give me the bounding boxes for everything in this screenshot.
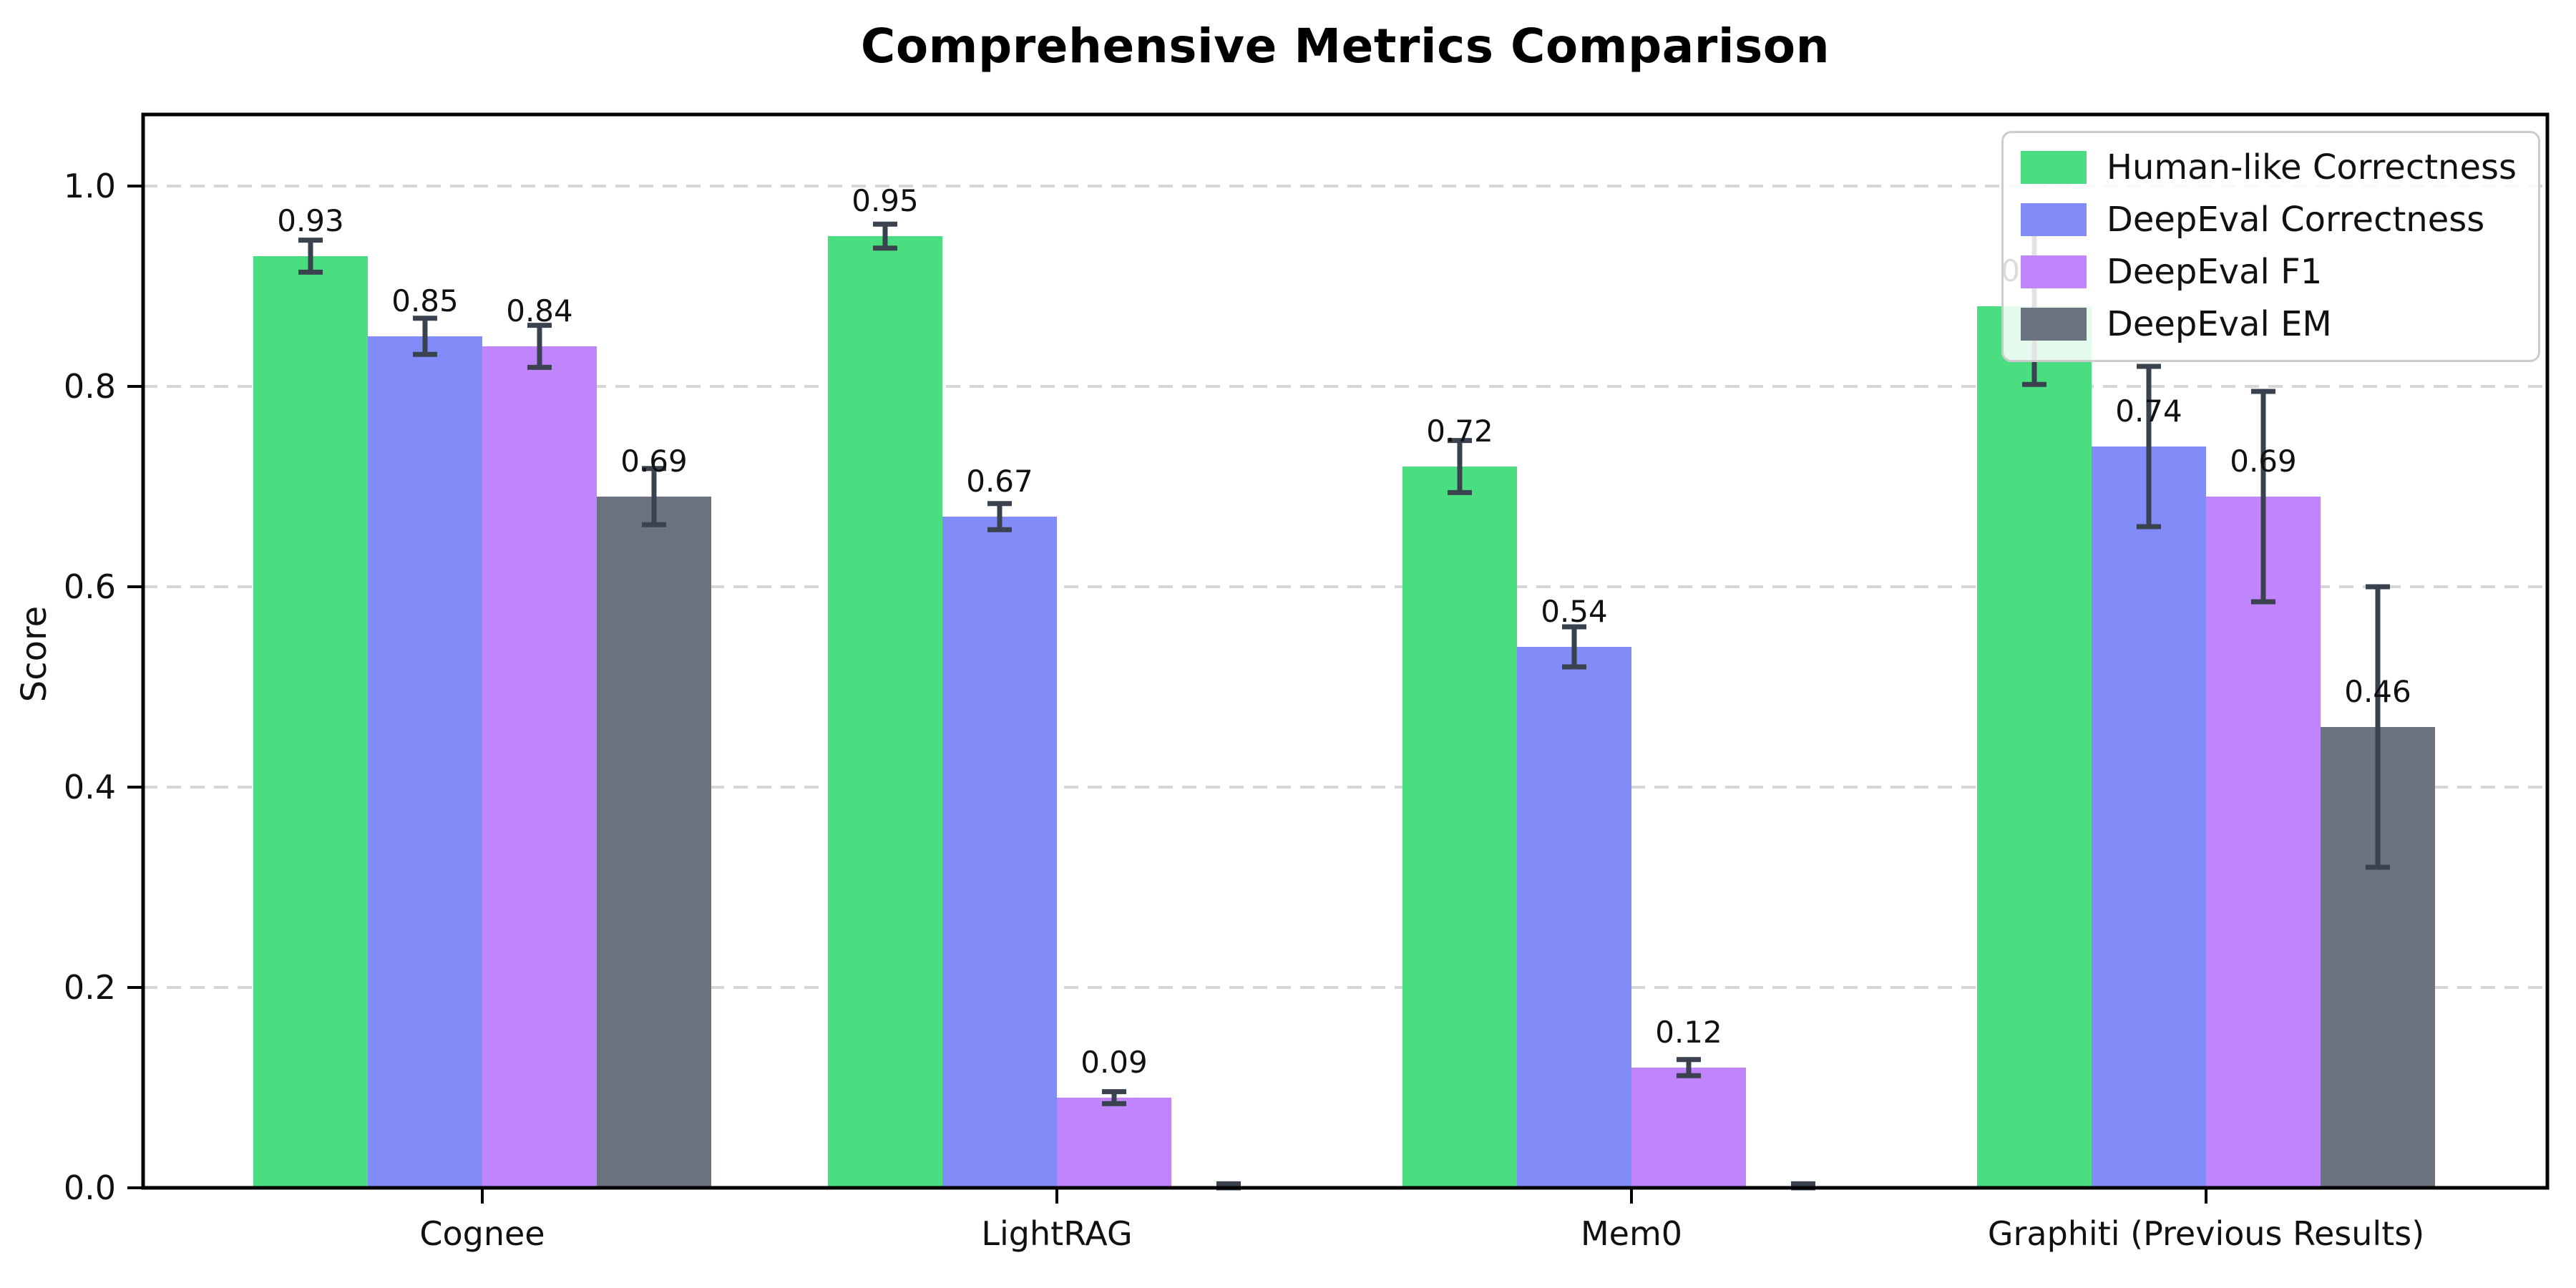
- x-tick-label-mem0: Mem0: [1581, 1214, 1682, 1253]
- bar-value-label: 0.69: [2230, 444, 2297, 479]
- legend-item-deepeval-correctness: DeepEval Correctness: [2020, 200, 2517, 240]
- bar-deepeval-f1-graphiti-previous-results-: [2206, 497, 2321, 1188]
- legend: Human-like Correctness DeepEval Correctne…: [2001, 131, 2540, 362]
- bar-deepeval-correctness-cognee: [368, 336, 482, 1188]
- bar-value-label: 0.74: [2115, 394, 2182, 429]
- y-tick-label-0.0: 0.0: [64, 1169, 116, 1207]
- bar-human-like-correctness-graphiti-previous-results-: [1977, 306, 2092, 1188]
- bar-value-label: 0.67: [966, 464, 1033, 499]
- y-tick-label-0.8: 0.8: [64, 367, 116, 406]
- chart-title: Comprehensive Metrics Comparison: [860, 19, 1830, 74]
- bar-deepeval-correctness-lightrag: [942, 517, 1057, 1188]
- y-tick-label-1.0: 1.0: [64, 167, 116, 205]
- legend-swatch-icon: [2020, 151, 2087, 184]
- legend-item-deepeval-f1: DeepEval F1: [2020, 252, 2517, 292]
- bar-value-label: 0.95: [852, 183, 919, 218]
- bar-value-label: 0.46: [2344, 674, 2411, 709]
- legend-item-human-like-correctness: Human-like Correctness: [2020, 147, 2517, 187]
- legend-swatch-icon: [2020, 308, 2087, 341]
- bar-value-label: 0.54: [1541, 594, 1608, 629]
- bar-deepeval-em-cognee: [597, 497, 711, 1188]
- bar-deepeval-f1-mem0: [1631, 1068, 1746, 1188]
- bar-value-label: 0.93: [277, 203, 344, 238]
- legend-item-deepeval-em: DeepEval EM: [2020, 304, 2517, 344]
- x-tick-label-cognee: Cognee: [419, 1214, 545, 1253]
- bar-deepeval-correctness-mem0: [1517, 647, 1631, 1188]
- bar-deepeval-f1-cognee: [482, 346, 597, 1188]
- legend-label: DeepEval Correctness: [2106, 200, 2485, 240]
- x-tick-label-lightrag: LightRAG: [981, 1214, 1132, 1253]
- y-tick-label-0.4: 0.4: [64, 768, 116, 806]
- y-tick-label-0.6: 0.6: [64, 567, 116, 606]
- bar-deepeval-f1-lightrag: [1057, 1098, 1171, 1188]
- bar-human-like-correctness-lightrag: [828, 236, 942, 1188]
- bar-value-label: 0.69: [620, 444, 688, 479]
- legend-label: Human-like Correctness: [2106, 147, 2517, 187]
- legend-label: DeepEval EM: [2106, 304, 2332, 344]
- bar-value-label: 0.85: [391, 283, 459, 318]
- bar-value-label: 0.09: [1080, 1045, 1148, 1080]
- bar-value-label: 0.12: [1655, 1015, 1722, 1050]
- bar-value-label: 0.72: [1426, 414, 1493, 449]
- legend-swatch-icon: [2020, 203, 2087, 236]
- legend-swatch-icon: [2020, 255, 2087, 288]
- bar-human-like-correctness-cognee: [253, 256, 368, 1188]
- legend-label: DeepEval F1: [2106, 252, 2323, 292]
- bar-human-like-correctness-mem0: [1402, 467, 1517, 1188]
- bar-deepeval-correctness-graphiti-previous-results-: [2092, 447, 2206, 1188]
- axes-spines: [141, 112, 2550, 1190]
- y-tick-label-0.2: 0.2: [64, 968, 116, 1007]
- bar-value-label: 0.84: [506, 293, 573, 328]
- x-tick-label-graphiti-previous-results-: Graphiti (Previous Results): [1988, 1214, 2424, 1253]
